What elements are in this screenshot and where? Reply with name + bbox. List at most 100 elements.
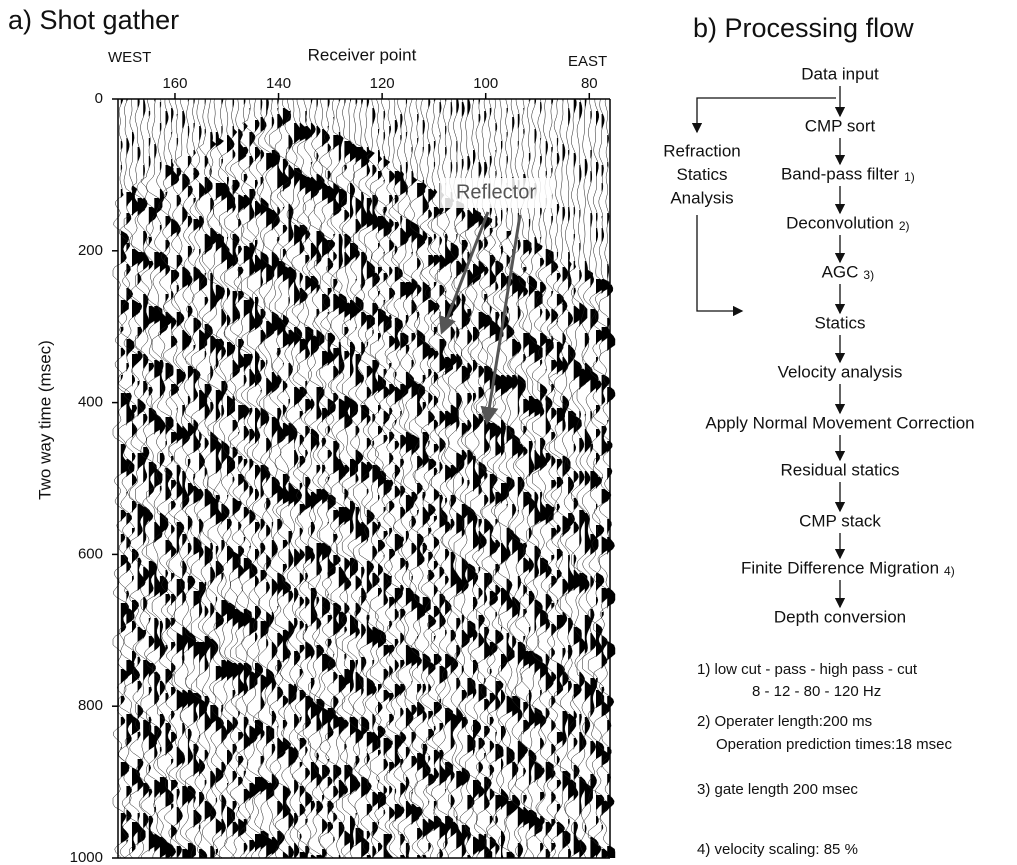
flow-step: Depth conversion [774, 607, 906, 626]
footnote: 2) Operater length:200 ms [697, 713, 872, 730]
seismic-trace [325, 98, 342, 859]
flow-step: CMP sort [805, 116, 876, 135]
seismic-fill [562, 99, 571, 849]
y-axis-label: Two way time (msec) [35, 340, 54, 500]
seismic-fill [316, 99, 325, 858]
seismic-trace [313, 98, 331, 859]
seismic-trace [554, 98, 571, 859]
x-tick-label: 160 [162, 75, 187, 92]
seismic-fill [478, 99, 487, 855]
panel-title: b) Processing flow [693, 13, 914, 43]
seismic-fill [199, 126, 207, 858]
seismic-trace [213, 98, 230, 859]
seismic-fill [506, 108, 515, 858]
x-axis-label: Receiver point [308, 45, 417, 64]
seismic-fill [551, 99, 559, 852]
footnote-ref: 3) [863, 268, 874, 282]
seismic-fill [159, 102, 168, 858]
branch-arrow [696, 215, 744, 317]
flow-step: Apply Normal Movement Correction [705, 413, 974, 432]
seismic-trace [565, 98, 582, 859]
seismic-panel [112, 98, 616, 859]
seismic-fill [310, 99, 319, 858]
seismic-fill [176, 114, 185, 858]
seismic-fill [137, 99, 146, 846]
seismic-fill [322, 129, 330, 858]
seismic-fill [350, 99, 358, 852]
footnote: 8 - 12 - 80 - 120 Hz [752, 683, 881, 700]
seismic-trace [336, 98, 353, 859]
panel-title: a) Shot gather [8, 5, 179, 35]
y-tick-label: 0 [95, 90, 103, 107]
seismic-fill [556, 99, 565, 837]
seismic-fill [534, 99, 543, 837]
seismic-trace [544, 98, 559, 859]
x-tick-label: 120 [370, 75, 395, 92]
seismic-trace [593, 98, 610, 859]
y-tick-label: 600 [78, 545, 103, 562]
flow-step: Band-pass filter [781, 164, 899, 183]
seismic-fill [260, 99, 269, 852]
flow-step: Finite Difference Migration [741, 558, 939, 577]
footnote-ref: 1) [904, 170, 915, 184]
seismic-fill [473, 99, 481, 855]
footnote: Operation prediction times:18 msec [716, 736, 952, 753]
seismic-fill [282, 108, 291, 858]
seismic-trace [196, 99, 213, 859]
seismic-fill [305, 111, 314, 858]
branch-label: Refraction [663, 141, 740, 160]
seismic-fill [450, 102, 459, 837]
seismic-trace [112, 98, 129, 859]
seismic-trace [571, 98, 588, 859]
seismic-trace [118, 98, 135, 859]
seismic-fill [573, 99, 582, 855]
seismic-trace [308, 98, 325, 859]
footnote-ref: 2) [899, 219, 910, 233]
seismic-fill [277, 99, 286, 849]
seismic-trace [129, 98, 146, 859]
seismic-trace [151, 98, 169, 859]
seismic-fill [495, 123, 504, 855]
seismic-trace [224, 98, 241, 859]
footnote-ref: 4) [944, 564, 955, 578]
footnote: 1) low cut - pass - high pass - cut [697, 661, 918, 678]
branch-arrow [691, 97, 836, 134]
direction-label: WEST [108, 49, 151, 66]
seismic-trace [431, 98, 448, 859]
seismic-fill [294, 123, 302, 858]
seismic-fill [361, 99, 369, 858]
seismic-trace [353, 98, 370, 859]
seismic-trace [302, 98, 319, 859]
seismic-trace [269, 98, 286, 859]
seismic-fill [338, 99, 347, 858]
seismic-fill [378, 129, 386, 852]
branch-label: Statics [676, 165, 727, 184]
seismic-fill [148, 111, 157, 852]
flow-step: Residual statics [780, 460, 899, 479]
flow-step: Velocity analysis [778, 362, 903, 381]
seismic-fill [182, 111, 191, 858]
seismic-fill [590, 111, 599, 858]
seismic-fill [288, 111, 297, 858]
seismic-fill [433, 99, 442, 831]
seismic-fill [523, 108, 532, 828]
x-tick-label: 140 [266, 75, 291, 92]
flow-step: Data input [801, 64, 879, 83]
y-tick-label: 1000 [70, 849, 103, 865]
flow-step: Deconvolution [786, 213, 894, 232]
seismic-fill [255, 120, 263, 852]
flow-diagram: Data input CMP sort Band-pass filter 1) Deco… [663, 64, 974, 857]
seismic-trace [520, 98, 538, 859]
direction-label: EAST [568, 53, 607, 70]
seismic-fill [389, 126, 396, 858]
flow-step: AGC [822, 262, 859, 281]
seismic-fill [517, 114, 526, 858]
seismic-fill [143, 99, 151, 828]
seismic-fill [383, 111, 392, 858]
y-tick-label: 400 [78, 394, 103, 411]
seismic-fill [154, 99, 163, 852]
seismic-trace [403, 98, 420, 859]
seismic-trace [505, 98, 521, 859]
seismic-fill [484, 111, 492, 858]
seismic-trace [409, 98, 426, 859]
